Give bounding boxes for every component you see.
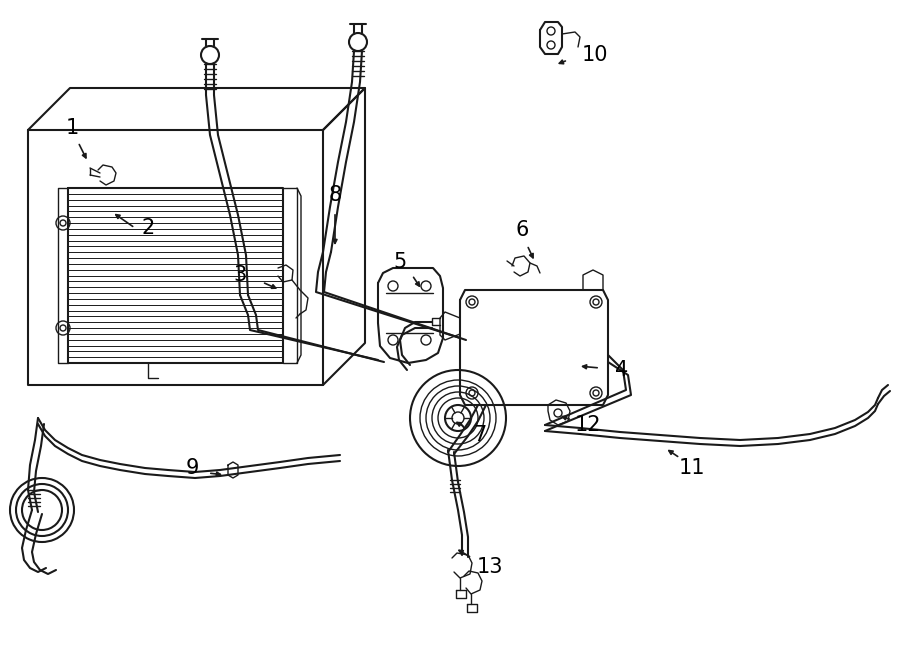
Text: 11: 11: [679, 458, 706, 478]
Text: 3: 3: [233, 265, 247, 285]
Text: 10: 10: [581, 45, 608, 65]
Text: 6: 6: [516, 220, 528, 240]
Text: 13: 13: [477, 557, 503, 577]
Text: 8: 8: [328, 185, 342, 205]
Text: 4: 4: [616, 360, 628, 380]
Text: 1: 1: [66, 118, 78, 138]
Text: 7: 7: [473, 425, 487, 445]
Text: 9: 9: [185, 458, 199, 478]
Text: 5: 5: [393, 252, 407, 272]
Text: 2: 2: [141, 218, 155, 238]
Text: 12: 12: [575, 415, 601, 435]
